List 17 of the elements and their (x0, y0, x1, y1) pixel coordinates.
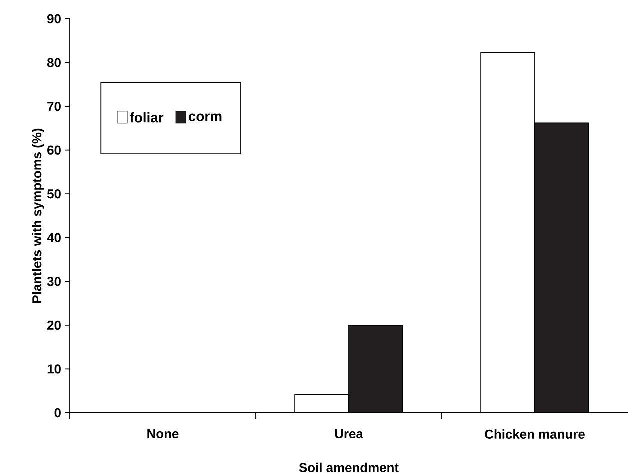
x-tick-label: Urea (335, 430, 364, 439)
x-tick-label: Chicken manure (485, 430, 585, 440)
y-tick-label: 60 (48, 146, 61, 155)
y-tick-label: 90 (48, 14, 61, 24)
y-tick-label: 20 (48, 320, 61, 330)
y-tick-label: 0 (54, 408, 61, 418)
y-axis-title: Plantlets with symptoms (%) (32, 128, 44, 303)
x-axis-title: Soil amendment (299, 462, 399, 472)
legend-label: foliar (130, 112, 164, 123)
y-tick-label: 80 (47, 58, 61, 68)
y-tick-label: 50 (47, 190, 61, 199)
legend-label: corm (188, 114, 222, 122)
y-tick-label: 70 (48, 102, 61, 112)
y-tick-label: 40 (47, 233, 61, 242)
y-tick-label: 30 (47, 277, 61, 286)
x-tick-label: None (148, 430, 179, 439)
y-tick-label: 10 (48, 364, 61, 374)
